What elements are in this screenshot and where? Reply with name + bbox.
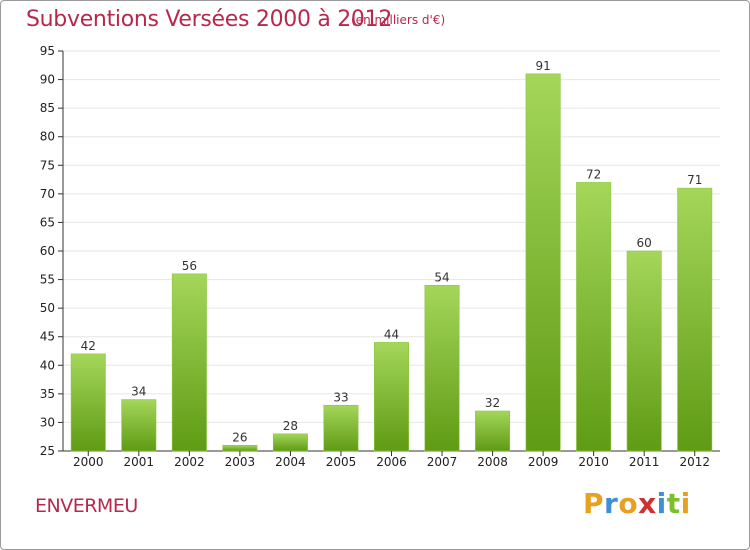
bar bbox=[171, 273, 207, 452]
y-tick-label: 90 bbox=[40, 73, 55, 87]
y-tick-label: 35 bbox=[40, 387, 55, 401]
data-label: 42 bbox=[81, 339, 96, 353]
bar bbox=[424, 284, 460, 452]
x-tick-label: 2000 bbox=[73, 455, 104, 469]
x-tick-label: 2003 bbox=[225, 455, 256, 469]
bar bbox=[272, 433, 308, 452]
data-label: 44 bbox=[384, 327, 399, 341]
y-tick-label: 55 bbox=[40, 273, 55, 287]
bar bbox=[626, 250, 662, 452]
bar bbox=[475, 410, 511, 452]
logo-letter: P bbox=[583, 487, 605, 520]
logo-letter: r bbox=[604, 487, 619, 520]
bar bbox=[576, 182, 612, 452]
data-label: 54 bbox=[434, 270, 449, 284]
data-label: 60 bbox=[637, 236, 652, 250]
chart-subtitle: (en milliers d'€) bbox=[351, 13, 446, 27]
data-label: 28 bbox=[283, 419, 298, 433]
data-label: 91 bbox=[535, 59, 550, 73]
y-tick-label: 60 bbox=[40, 244, 55, 258]
logo-letter: i bbox=[680, 487, 691, 520]
bar bbox=[677, 187, 713, 452]
x-tick-label: 2012 bbox=[679, 455, 710, 469]
bar bbox=[374, 342, 409, 452]
x-tick-label: 2002 bbox=[174, 455, 205, 469]
x-tick-label: 2006 bbox=[376, 455, 407, 469]
data-label: 34 bbox=[131, 385, 146, 399]
data-label: 71 bbox=[687, 173, 702, 187]
bar bbox=[222, 444, 258, 452]
data-label: 72 bbox=[586, 167, 601, 181]
bar bbox=[323, 404, 359, 452]
data-label: 32 bbox=[485, 396, 500, 410]
y-tick-label: 25 bbox=[40, 444, 55, 458]
y-tick-label: 30 bbox=[40, 415, 55, 429]
bar bbox=[525, 73, 561, 452]
x-tick-label: 2008 bbox=[477, 455, 508, 469]
y-tick-label: 80 bbox=[40, 130, 55, 144]
data-label: 56 bbox=[182, 259, 197, 273]
y-tick-label: 40 bbox=[40, 358, 55, 372]
data-label: 33 bbox=[333, 390, 348, 404]
logo-letter: o bbox=[618, 487, 639, 520]
commune-name: ENVERMEU bbox=[35, 495, 138, 517]
y-tick-label: 85 bbox=[40, 101, 55, 115]
x-tick-label: 2011 bbox=[629, 455, 660, 469]
x-tick-label: 2007 bbox=[427, 455, 458, 469]
y-tick-label: 45 bbox=[40, 330, 55, 344]
y-tick-label: 65 bbox=[40, 215, 55, 229]
bar bbox=[121, 399, 157, 452]
logo-letter: i bbox=[656, 487, 667, 520]
x-tick-label: 2009 bbox=[528, 455, 559, 469]
x-tick-label: 2001 bbox=[124, 455, 155, 469]
bar bbox=[70, 353, 106, 452]
proxiti-logo: Proxiti bbox=[583, 487, 691, 520]
x-tick-label: 2010 bbox=[578, 455, 609, 469]
y-tick-label: 70 bbox=[40, 187, 55, 201]
x-tick-label: 2005 bbox=[326, 455, 357, 469]
data-label: 26 bbox=[232, 430, 247, 444]
x-tick-label: 2004 bbox=[275, 455, 306, 469]
chart-title: Subventions Versées 2000 à 2012 bbox=[26, 7, 393, 32]
y-tick-label: 50 bbox=[40, 301, 55, 315]
logo-letter: x bbox=[638, 487, 657, 520]
y-tick-label: 95 bbox=[40, 44, 55, 58]
logo-letter: t bbox=[666, 487, 681, 520]
y-tick-label: 75 bbox=[40, 158, 55, 172]
